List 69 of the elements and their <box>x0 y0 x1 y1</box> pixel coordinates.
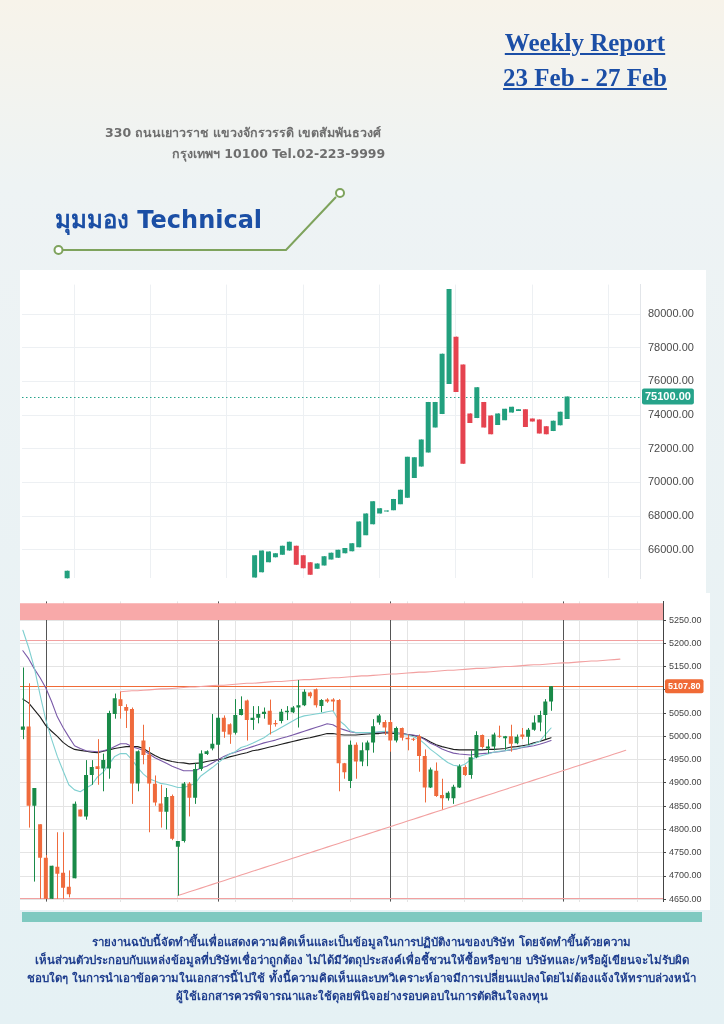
text: เห็นส่วนตัวประกอบกับแหล่งข้อมูลที่บริษัทเชื่อว่าถูกต้อง ไม่ได้มีวัตถุประสงค์เพื่อชี้ชวนให้ซื้อหรือขาย บริษัทและ/หรือผู้เขียนจะไม่รับผิด <box>34 952 690 969</box>
candlestick <box>244 699 249 742</box>
text: ผู้ใช้เอกสารควรพิจารณาและใช้ดุลยพินิจอย่างรอบคอบในการตัดสินใจลงทุน <box>175 988 549 1005</box>
candlestick <box>118 691 123 720</box>
candlestick <box>359 741 364 767</box>
y-tick-label: 78000.00 <box>648 340 694 353</box>
candlestick <box>474 730 479 759</box>
candlestick <box>417 734 422 773</box>
candlestick <box>497 725 502 739</box>
y-tick-label: 4950.00 <box>669 754 702 765</box>
candlestick <box>61 831 66 900</box>
y-tick-label: 70000.00 <box>648 475 694 488</box>
candlestick <box>233 698 238 736</box>
candlestick <box>152 774 157 807</box>
y-tick-label: 4750.00 <box>669 847 702 858</box>
y-tick-label: 4900.00 <box>669 777 702 788</box>
y-tick-label: 4650.00 <box>669 893 702 904</box>
candlestick <box>89 759 94 786</box>
candlestick <box>55 831 60 900</box>
y-tick-label: 76000.00 <box>648 374 694 387</box>
candlestick <box>124 703 129 729</box>
candlestick <box>101 753 106 792</box>
y-tick-label: 5150.00 <box>669 661 702 672</box>
y-tick-label: 74000.00 <box>648 408 694 421</box>
candlestick <box>411 456 417 479</box>
candlestick <box>175 840 180 897</box>
text: กรุงเทพฯ 10100 Tel.02-223-9999 <box>172 145 386 162</box>
candlestick <box>164 787 169 830</box>
candlestick <box>365 740 370 767</box>
candlestick <box>141 724 146 765</box>
candlestick <box>227 722 232 745</box>
y-tick-label: 5050.00 <box>669 707 702 718</box>
candlestick <box>221 714 226 739</box>
text: 23 Feb - 27 Feb <box>502 63 668 93</box>
y-tick-label: 4850.00 <box>669 800 702 811</box>
y-tick-label: 66000.00 <box>648 542 694 555</box>
candlestick <box>296 679 301 729</box>
candlestick <box>198 749 203 772</box>
y-tick-label: 80000.00 <box>648 307 694 320</box>
text: 330 ถนนเยาวราช แขวงจักรวรรดิ เขตสัมพันธวงศ์ <box>105 124 382 141</box>
chart-title: มุมมอง Technical <box>55 205 263 235</box>
candlestick <box>353 741 358 780</box>
candlestick <box>32 787 37 883</box>
candlestick <box>508 724 513 753</box>
candlestick <box>66 869 71 898</box>
candlestick <box>252 554 258 579</box>
ref-line-label: 5107.80 <box>668 681 701 692</box>
y-tick-label: 5250.00 <box>669 614 702 625</box>
y-tick-label: 68000.00 <box>648 509 694 522</box>
text: Weekly Report <box>503 28 667 58</box>
y-tick-label: 5200.00 <box>669 637 702 648</box>
candlestick <box>158 784 163 829</box>
candlestick <box>95 738 100 786</box>
y-tick-label: 4800.00 <box>669 823 702 834</box>
candlestick <box>439 778 444 810</box>
candlestick <box>20 666 25 740</box>
candlestick <box>371 718 376 754</box>
text: ชอบใดๆ ในการนำเอาข้อความในเอกสารนี้ไปใช้ ทั้งนี้ความคิดเห็นและบทวิเคราะห์อาจมีการเปลี่ยนแปลงโดยไม่ต้องแจ้งให้ทราบล่วงหน้า <box>26 970 698 987</box>
y-tick-label: 72000.00 <box>648 441 694 454</box>
candlestick <box>543 698 548 740</box>
candlestick <box>549 685 554 712</box>
candlestick <box>537 710 542 732</box>
candlestick <box>468 749 473 780</box>
y-tick-label: 4700.00 <box>669 870 702 881</box>
ref-line-label: 75100.00 <box>645 390 691 403</box>
text: รายงานฉบับนี้จัดทำขึ้นเพื่อแสดงความคิดเห็นและเป็นข้อมูลในการปฏิบัติงานของบริษัท โดยจัดทำขึ้นด้วยความ <box>91 934 633 951</box>
candlestick <box>187 781 192 817</box>
candlestick <box>112 693 117 720</box>
y-tick-label: 5000.00 <box>669 730 702 741</box>
